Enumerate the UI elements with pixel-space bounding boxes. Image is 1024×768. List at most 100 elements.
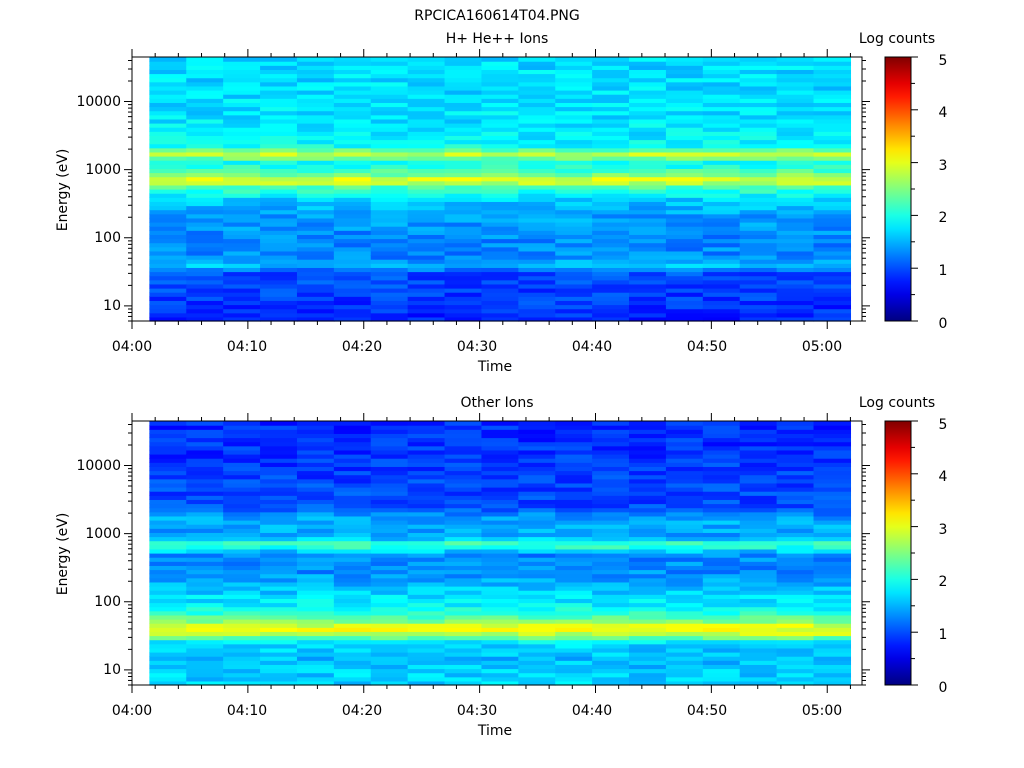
heatmap-cell (444, 110, 483, 116)
heatmap-cell (223, 561, 261, 566)
heatmap-cell (518, 77, 556, 83)
heatmap-cell (702, 532, 741, 538)
heatmap-cell (223, 569, 261, 575)
heatmap-cell (813, 470, 852, 476)
heatmap-cell (260, 520, 298, 525)
heatmap-cell (260, 482, 298, 488)
heatmap-cell (555, 135, 593, 141)
heatmap-cell (407, 312, 446, 318)
heatmap-cell (665, 226, 704, 231)
heatmap-cell (223, 668, 261, 674)
heatmap-cell (370, 540, 409, 546)
heatmap-cell (555, 106, 593, 112)
heatmap-cell (149, 288, 187, 293)
heatmap-cell (813, 85, 852, 91)
heatmap-cell (444, 433, 483, 439)
heatmap-cell (702, 577, 741, 583)
heatmap-cell (481, 507, 519, 513)
heatmap-cell (813, 577, 852, 583)
heatmap-cell (370, 631, 409, 637)
heatmap-cell (518, 581, 556, 587)
heatmap-cell (260, 553, 298, 558)
heatmap-cell (481, 139, 519, 145)
heatmap-cell (555, 69, 593, 75)
heatmap-cell (481, 209, 519, 215)
heatmap-cell (481, 627, 519, 632)
colorbar-tick-label: 1 (939, 263, 948, 279)
heatmap-cell (370, 172, 409, 178)
heatmap-cell (739, 421, 778, 426)
heatmap-cell (260, 304, 298, 310)
heatmap-cell (739, 292, 778, 297)
heatmap-cell (629, 164, 667, 169)
heatmap-cell (296, 614, 335, 620)
heatmap-cell (223, 205, 261, 211)
heatmap-cell (592, 106, 630, 112)
heatmap-cell (370, 250, 409, 256)
y-tick-label: 10 (103, 662, 121, 678)
heatmap-cell (186, 316, 224, 322)
heatmap-cell (665, 180, 704, 186)
heatmap-cell (407, 565, 446, 571)
heatmap-cell (665, 283, 704, 289)
heatmap-cell (186, 110, 224, 116)
heatmap-cell (260, 189, 298, 194)
heatmap-cell (333, 495, 372, 500)
heatmap-cell (260, 222, 298, 227)
heatmap-cell (813, 110, 852, 116)
colorbar-tick-label: 0 (939, 316, 948, 332)
heatmap-cell (702, 680, 741, 686)
heatmap-cell (223, 292, 261, 297)
heatmap-cell (739, 250, 778, 256)
heatmap-cell (149, 631, 187, 637)
heatmap-cell (555, 279, 593, 285)
heatmap-cell (260, 474, 298, 480)
heatmap-cell (702, 495, 741, 500)
heatmap-cell (813, 189, 852, 194)
heatmap-cell (813, 217, 852, 223)
heatmap-cell (592, 429, 630, 434)
heatmap-cell (813, 635, 852, 641)
heatmap-cell (296, 449, 335, 455)
heatmap-cell (296, 627, 335, 632)
heatmap-cell (149, 222, 187, 227)
heatmap-cell (149, 226, 187, 231)
heatmap-cell (149, 114, 187, 120)
x-tick-label: 04:50 (687, 703, 727, 719)
heatmap-cell (739, 647, 778, 653)
heatmap-cell (149, 184, 187, 190)
heatmap-cell (629, 631, 667, 637)
heatmap-cell (813, 590, 852, 595)
heatmap-cell (186, 511, 224, 517)
heatmap-cell (629, 312, 667, 318)
heatmap-cell (407, 164, 446, 169)
heatmap-cell (665, 230, 704, 235)
heatmap-cell (260, 217, 298, 223)
heatmap-cell (407, 619, 446, 624)
heatmap-cell (629, 263, 667, 268)
heatmap-cell (370, 462, 409, 467)
heatmap-cell (370, 147, 409, 153)
heatmap-cell (739, 540, 778, 546)
heatmap-cell (149, 586, 187, 591)
heatmap-cell (444, 197, 483, 202)
heatmap-cell (776, 77, 815, 83)
heatmap-cell (481, 668, 519, 674)
heatmap-cell (223, 586, 261, 591)
heatmap-cell (665, 557, 704, 562)
heatmap-cell (370, 569, 409, 575)
heatmap-cell (518, 474, 556, 480)
heatmap-cell (260, 594, 298, 599)
heatmap-cell (776, 487, 815, 492)
heatmap-cell (518, 230, 556, 235)
y-tick-label: 10000 (76, 458, 121, 474)
heatmap-cell (407, 110, 446, 116)
heatmap-cell (370, 184, 409, 190)
heatmap-cell (444, 668, 483, 674)
heatmap-cell (665, 421, 704, 426)
colorbar-tick-label: 0 (939, 680, 948, 696)
heatmap-cell (149, 569, 187, 575)
heatmap-cell (481, 462, 519, 467)
heatmap-cell (665, 98, 704, 103)
heatmap-cell (370, 586, 409, 591)
